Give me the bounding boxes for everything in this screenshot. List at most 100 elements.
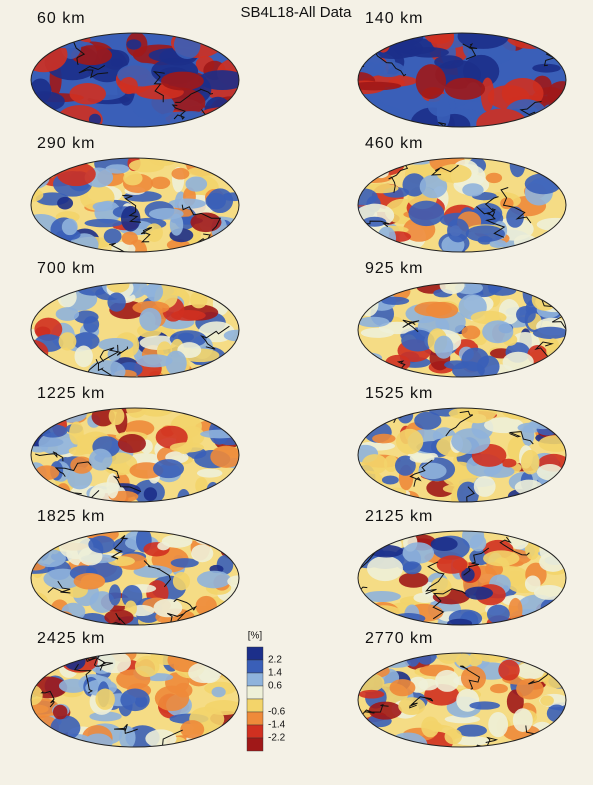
anomaly (121, 231, 138, 245)
anomaly (191, 544, 214, 563)
anomaly (168, 198, 206, 209)
anomaly (488, 711, 509, 738)
colorbar-tick-label: 1.4 (268, 668, 282, 679)
anomaly (120, 688, 150, 712)
anomaly (227, 575, 239, 588)
anomaly (444, 715, 481, 724)
anomaly (139, 307, 162, 332)
colorbar-unit: [%] (248, 631, 263, 642)
anomaly (418, 678, 439, 691)
anomaly (444, 77, 486, 100)
anomaly (169, 213, 184, 236)
anomaly (69, 83, 106, 105)
anomaly (52, 704, 68, 720)
anomaly (210, 445, 239, 468)
colorbar-tick-label: -2.2 (268, 733, 286, 744)
colorbar-swatch (246, 698, 264, 713)
anomaly (501, 458, 517, 468)
anomaly (461, 347, 489, 372)
anomaly (421, 716, 440, 738)
anomaly (171, 167, 190, 180)
depth-label: 700 km (37, 260, 95, 277)
anomaly (361, 454, 388, 475)
anomaly (430, 537, 458, 552)
anomaly (58, 332, 77, 351)
coastline (35, 451, 210, 502)
anomaly (415, 64, 447, 100)
anomaly (196, 468, 223, 478)
anomaly (170, 558, 199, 568)
colorbar-swatch (246, 737, 264, 752)
map-outline (30, 157, 240, 253)
anomaly (136, 354, 173, 368)
anomaly (161, 71, 204, 91)
anomaly (516, 305, 536, 324)
map-outline (30, 282, 240, 378)
anomaly (157, 541, 170, 551)
coastline (364, 159, 532, 238)
anomaly (465, 225, 506, 243)
map-outline (30, 407, 240, 503)
anomaly (95, 688, 115, 710)
anomaly (408, 200, 445, 227)
anomaly (185, 176, 208, 192)
anomaly (171, 310, 206, 321)
anomaly (211, 686, 226, 698)
anomaly (55, 307, 80, 321)
depth-label: 1525 km (365, 385, 433, 402)
anomaly (457, 408, 498, 424)
map-outline (30, 530, 240, 626)
anomaly (401, 329, 435, 352)
anomaly (358, 316, 390, 328)
anomaly (434, 335, 454, 359)
colorbar-swatch (246, 646, 264, 661)
anomaly (110, 58, 124, 67)
anomaly (103, 228, 122, 244)
anomaly (447, 218, 470, 243)
map-outline (357, 157, 567, 253)
anomaly (489, 239, 507, 248)
colorbar-swatch (246, 724, 264, 739)
anomaly (31, 684, 43, 706)
anomaly (389, 679, 416, 697)
anomaly (358, 689, 385, 699)
colorbar-tick-label: 0.6 (268, 681, 282, 692)
anomaly (117, 433, 146, 454)
anomaly (461, 325, 481, 340)
anomaly (153, 598, 183, 618)
anomaly (402, 561, 422, 575)
anomaly (169, 442, 205, 453)
anomaly (190, 291, 208, 309)
anomaly (408, 47, 449, 58)
anomaly (362, 590, 401, 603)
anomaly (108, 584, 121, 606)
anomaly (464, 586, 493, 600)
anomaly (398, 572, 429, 588)
coastline (389, 409, 549, 502)
anomaly (358, 81, 402, 91)
figure-title: SB4L18-All Data (241, 4, 353, 21)
anomaly (483, 550, 520, 567)
anomaly (61, 218, 78, 236)
anomaly (457, 481, 479, 502)
anomaly (90, 487, 106, 500)
anomaly (456, 724, 487, 737)
anomaly (190, 212, 222, 233)
anomaly (436, 164, 472, 183)
anomaly (368, 701, 402, 720)
anomaly (419, 174, 448, 199)
anomaly (366, 555, 404, 582)
anomaly (154, 685, 190, 711)
anomaly (409, 453, 435, 463)
anomaly (145, 729, 177, 747)
anomaly (414, 301, 452, 317)
anomaly (88, 360, 126, 377)
colorbar-tick-label: -0.6 (268, 707, 286, 718)
anomaly (402, 542, 435, 564)
coastline (384, 283, 566, 377)
colorbar-swatch (246, 659, 264, 674)
anomaly (436, 97, 451, 127)
anomaly (106, 473, 119, 499)
anomaly (516, 678, 544, 700)
